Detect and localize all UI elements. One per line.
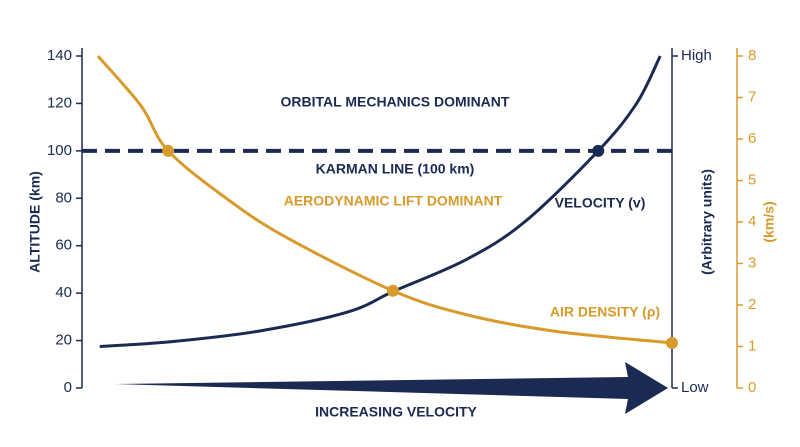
y2-tick-label: 3 bbox=[748, 254, 756, 271]
marker bbox=[666, 336, 678, 349]
y-tick-label: 140 bbox=[47, 47, 72, 64]
y2-tick-label: 6 bbox=[748, 130, 756, 147]
x-axis-label: INCREASING VELOCITY bbox=[315, 404, 477, 420]
series-label: VELOCITY (v) bbox=[555, 195, 646, 211]
y-tick-label: 0 bbox=[64, 379, 72, 396]
annotation: ORBITAL MECHANICS DOMINANT bbox=[281, 94, 510, 110]
velocity-axis-high: High bbox=[681, 47, 712, 64]
y-tick-label: 40 bbox=[55, 284, 72, 301]
y2-tick-label: 2 bbox=[748, 296, 756, 313]
y-axis-label: ALTITUDE (km) bbox=[27, 171, 43, 273]
y2-tick-label: 5 bbox=[748, 171, 756, 188]
y-tick-label: 60 bbox=[55, 237, 72, 254]
y-tick-label: 120 bbox=[47, 94, 72, 111]
series-line bbox=[99, 55, 662, 348]
y2-tick-label: 1 bbox=[748, 337, 756, 354]
y2-tick-label: 8 bbox=[748, 47, 756, 64]
y2-axis-label: (km/s) bbox=[761, 201, 777, 242]
y2-tick-label: 0 bbox=[748, 379, 756, 396]
karman-line-label: KARMAN LINE (100 km) bbox=[316, 161, 475, 177]
y-tick-label: 80 bbox=[55, 189, 72, 206]
y2-tick-label: 7 bbox=[748, 88, 756, 105]
y-tick-label: 100 bbox=[47, 142, 72, 159]
marker bbox=[386, 284, 399, 297]
y-tick-label: 20 bbox=[55, 332, 72, 349]
marker bbox=[592, 144, 605, 157]
series-label: AIR DENSITY (ρ) bbox=[550, 304, 660, 320]
velocity-axis-title: (Arbitrary units) bbox=[699, 169, 715, 275]
series-line bbox=[96, 55, 673, 345]
velocity-axis-low: Low bbox=[681, 379, 709, 396]
velocity-arrow bbox=[115, 362, 668, 414]
annotation: AERODYNAMIC LIFT DOMINANT bbox=[284, 193, 503, 209]
marker bbox=[162, 144, 175, 157]
y2-tick-label: 4 bbox=[748, 213, 756, 230]
